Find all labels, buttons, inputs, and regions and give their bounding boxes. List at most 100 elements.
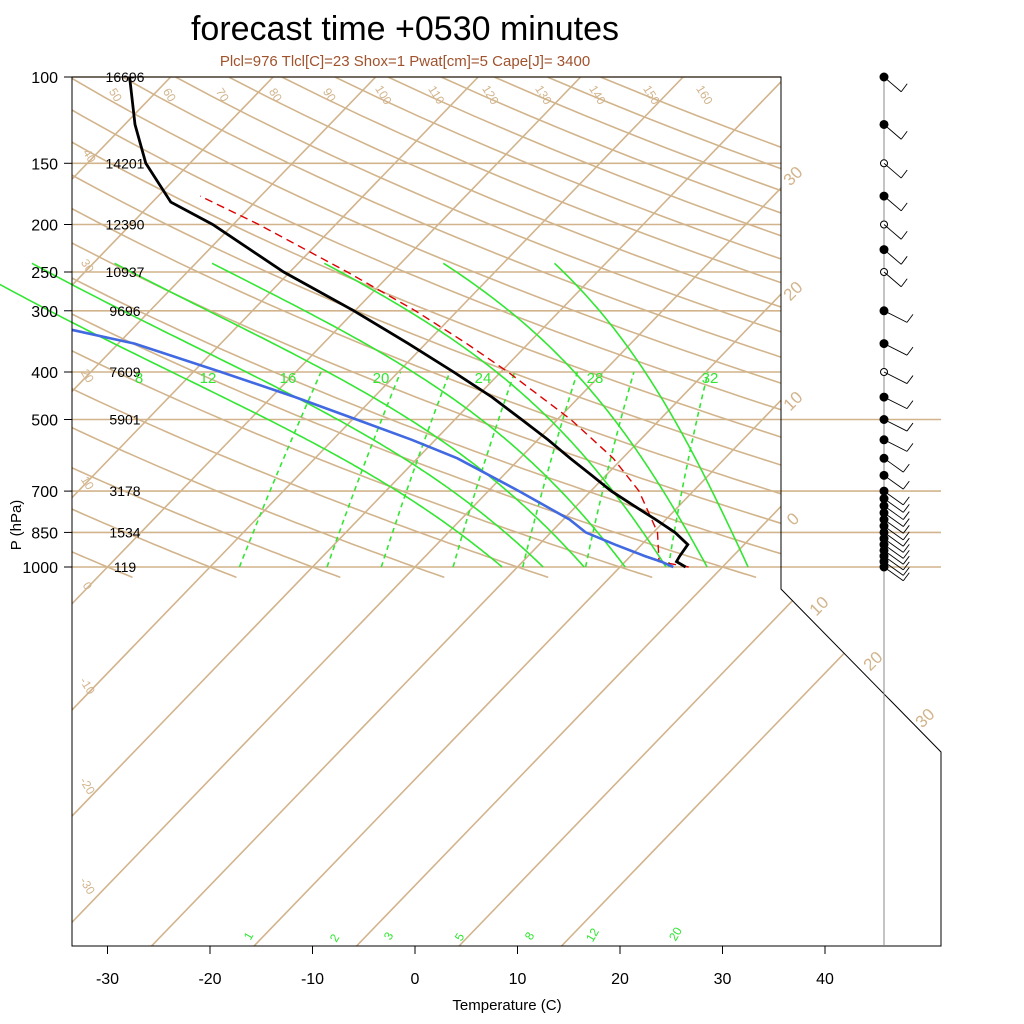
dry-adiabat	[228, 77, 941, 579]
dry-adiabat-label: 140	[586, 83, 609, 108]
dry-adiabat	[387, 77, 941, 579]
dry-adiabat	[72, 77, 757, 579]
wind-barb-feather	[902, 496, 910, 506]
x-tick-label: 40	[816, 971, 834, 988]
dry-adiabat	[281, 77, 941, 579]
wind-barb	[883, 512, 904, 527]
dry-adiabat-label: 160	[693, 83, 716, 108]
dry-adiabat-label: 10	[78, 474, 97, 493]
mixing-ratio-line	[380, 371, 451, 568]
wind-barb	[883, 532, 904, 547]
dry-adiabat-label: 0	[80, 579, 96, 592]
wind-barb-feather	[902, 537, 910, 547]
isotherm-line	[560, 77, 941, 946]
wind-barb	[883, 195, 902, 212]
x-axis-label: Temperature (C)	[452, 997, 561, 1014]
moist-adiabat	[114, 262, 585, 568]
mixing-ratio-label: 20	[666, 924, 685, 943]
wind-barb-feather	[906, 346, 914, 356]
x-tick-label: -20	[198, 971, 221, 988]
dry-adiabat	[72, 77, 941, 579]
moist-adiabat	[553, 262, 749, 568]
dry-adiabat	[72, 77, 653, 579]
dry-adiabat	[72, 77, 941, 579]
moist-adiabat-label: 12	[200, 370, 217, 387]
moist-adiabat-label: 28	[587, 370, 604, 387]
isotherm-line	[150, 77, 941, 946]
wind-barb	[883, 419, 908, 432]
mixing-ratio-line	[238, 371, 322, 568]
isotherm-label: 10	[780, 388, 807, 415]
wind-barb	[883, 566, 904, 582]
dry-adiabat-label: 70	[213, 86, 232, 105]
isotherm-line	[72, 77, 377, 946]
wind-barb	[883, 555, 904, 571]
mixing-ratio-label: 5	[452, 930, 468, 943]
dry-adiabat	[72, 77, 941, 579]
wind-barb-feather	[900, 169, 908, 179]
wind-barb-feather	[902, 531, 910, 541]
wind-barb	[883, 310, 908, 323]
moist-adiabat-label: 24	[475, 370, 492, 387]
isotherm-line	[72, 77, 172, 946]
mixing-ratio-line	[584, 371, 635, 568]
isotherm-line	[72, 77, 787, 946]
isotherm-label: 0	[783, 509, 803, 529]
dry-adiabat	[72, 77, 341, 579]
wind-barb-feather	[902, 511, 910, 520]
moist-adiabat-label: 16	[280, 370, 297, 387]
moist-adiabat-label: 8	[135, 370, 143, 387]
wind-barb-feather	[902, 518, 910, 527]
wind-barb-feather	[900, 83, 908, 93]
wind-barb	[883, 550, 904, 565]
height-label: 14201	[106, 155, 145, 171]
dry-adiabat-label: -10	[77, 675, 98, 697]
dry-adiabat	[72, 77, 941, 579]
dry-adiabat	[72, 77, 549, 579]
x-tick-label: -10	[301, 971, 324, 988]
height-label: 1534	[109, 524, 140, 540]
isotherm-label: 10	[806, 593, 833, 620]
dry-adiabat	[122, 77, 941, 579]
y-tick-label: 400	[31, 365, 58, 382]
wind-barb-feather	[902, 550, 910, 559]
dry-adiabat-label: 90	[320, 86, 339, 105]
dry-adiabat-label: 150	[640, 83, 663, 108]
wind-barb	[883, 439, 908, 452]
wind-barb-feather	[902, 463, 910, 473]
dry-adiabat-label: -20	[77, 775, 98, 797]
wind-barb	[883, 396, 908, 410]
frame-outline	[71, 76, 942, 947]
moist-adiabat	[31, 262, 544, 568]
wind-barb-feather	[902, 504, 910, 513]
wind-barb-feather	[906, 422, 914, 432]
y-tick-label: 300	[31, 304, 58, 321]
parcel-path	[199, 195, 689, 568]
y-tick-label: 200	[31, 218, 58, 235]
wind-barb	[883, 490, 904, 506]
y-tick-label: 1000	[22, 560, 58, 577]
wind-barb-feather	[902, 572, 910, 582]
moist-adiabat	[323, 262, 667, 568]
wind-barb	[883, 224, 902, 240]
x-tick-label: -30	[96, 971, 119, 988]
chart-title: forecast time +0530 minutes	[190, 10, 620, 48]
y-tick-label: 850	[31, 525, 58, 542]
wind-barb	[883, 457, 904, 473]
wind-barb	[883, 162, 902, 179]
height-label: 119	[114, 559, 137, 575]
x-tick-label: 10	[509, 971, 527, 988]
dry-adiabat-label: -30	[77, 875, 98, 897]
mixing-ratio-label: 3	[381, 929, 397, 942]
moist-adiabat	[0, 283, 503, 568]
height-label: 16696	[106, 69, 145, 85]
dry-adiabat	[72, 77, 445, 579]
wind-barb-feather	[900, 256, 908, 265]
wind-barb-feather	[902, 567, 910, 576]
mixing-ratio-lines	[238, 371, 709, 568]
moist-adiabat	[211, 262, 626, 568]
y-tick-label: 500	[31, 412, 58, 429]
y-tick-label: 100	[31, 70, 58, 87]
wind-barb-feather	[906, 375, 914, 384]
